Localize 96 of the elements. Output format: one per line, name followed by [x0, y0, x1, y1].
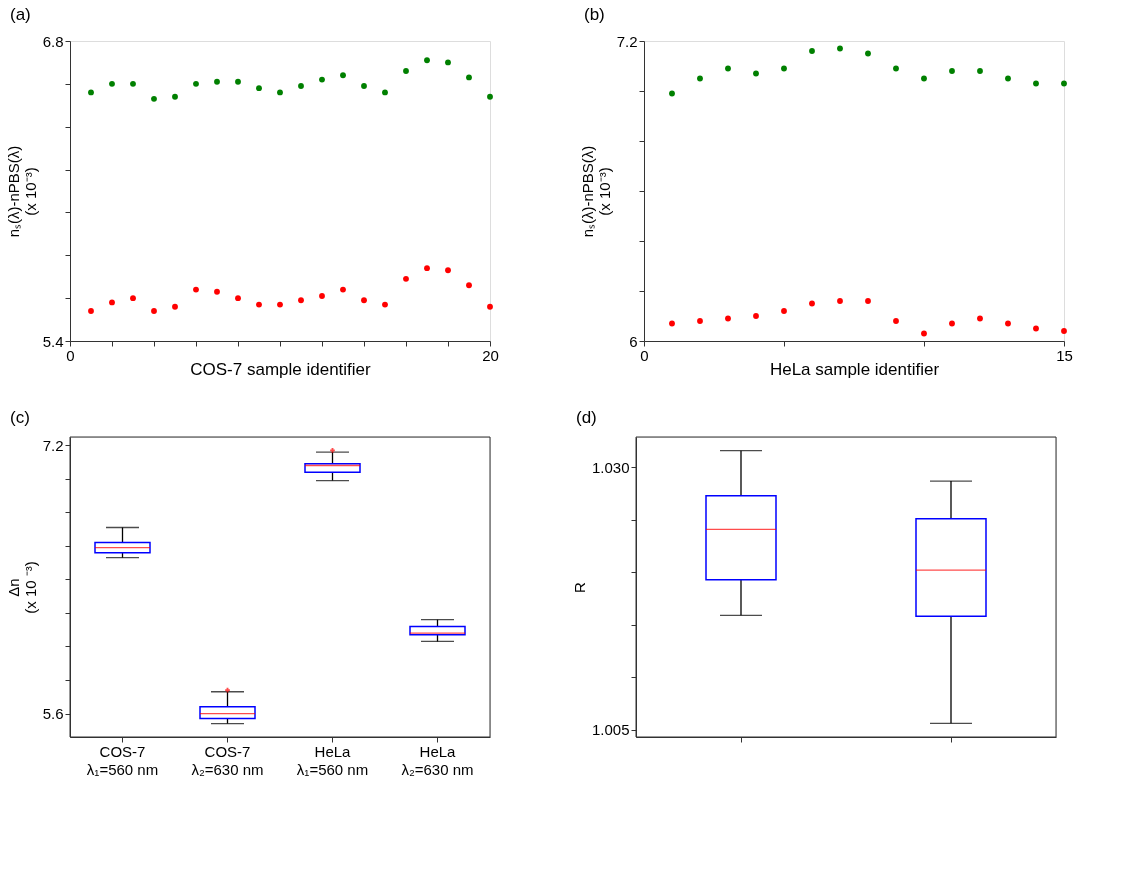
point: [256, 301, 262, 308]
point: [130, 80, 136, 87]
chart-title: (d): [576, 407, 597, 427]
point: [466, 282, 472, 289]
point: [669, 90, 675, 97]
point: [277, 89, 283, 96]
point: [403, 68, 409, 74]
point: [893, 65, 899, 72]
point: [319, 293, 325, 299]
x-tick-label: 15: [1056, 346, 1073, 364]
y-axis-title: R: [570, 581, 588, 593]
point: [1061, 80, 1067, 87]
x-tick-label: 0: [640, 346, 649, 364]
y-axis-title: nₛ(λ)-nPBS(λ) (x 10⁻³): [4, 145, 39, 238]
x-axis-title: HeLa sample identifier: [769, 359, 940, 379]
point: [781, 308, 787, 314]
point: [949, 68, 955, 74]
x-tick-label: COS-7 λ₂=630 nm: [191, 742, 264, 778]
y-tick-label: 6: [629, 332, 638, 350]
point: [809, 48, 815, 54]
point: [977, 68, 983, 74]
point: [753, 70, 759, 77]
point: [172, 303, 178, 310]
point: [809, 300, 815, 307]
point: [424, 57, 430, 64]
point: [697, 75, 703, 82]
point: [298, 83, 304, 89]
chart-title: (b): [584, 5, 605, 24]
point: [697, 318, 703, 324]
point: [466, 74, 472, 81]
point: [109, 299, 115, 306]
y-axis-title: Δn (x 10 ⁻³): [4, 561, 39, 614]
point: [361, 83, 367, 89]
point: [109, 80, 115, 87]
x-tick-label: 0: [66, 346, 75, 364]
y-tick-label: 5.6: [42, 705, 64, 723]
y-tick-label: 7.2: [616, 32, 638, 50]
point: [445, 59, 451, 66]
point: [214, 78, 220, 85]
point: [753, 313, 759, 319]
x-tick-label: 20: [482, 346, 499, 364]
point: [1061, 328, 1067, 334]
x-tick-label: COS-7 λ₁=560 nm: [86, 742, 159, 778]
point: [172, 93, 178, 100]
point: [235, 295, 241, 302]
chart-title: (c): [10, 407, 30, 427]
point: [382, 89, 388, 96]
point: [298, 297, 304, 304]
point: [949, 320, 955, 327]
y-axis-title: nₛ(λ)-nPBS(λ) (x 10⁻³): [578, 145, 613, 238]
point: [214, 288, 220, 295]
point: [340, 72, 346, 79]
point: [151, 308, 157, 314]
point: [1005, 75, 1011, 82]
point: [977, 315, 983, 322]
point: [781, 65, 787, 72]
point: [235, 78, 241, 85]
point: [88, 89, 94, 96]
point: [921, 75, 927, 82]
point: [193, 80, 199, 87]
point: [487, 303, 493, 310]
point: [319, 76, 325, 83]
point: [277, 301, 283, 308]
y-tick-label: 5.4: [42, 332, 64, 350]
chart-title: (a): [10, 5, 31, 24]
y-tick-label: 7.2: [42, 436, 64, 454]
point: [487, 93, 493, 100]
point: [725, 315, 731, 322]
point: [1033, 325, 1039, 332]
point: [1033, 80, 1039, 87]
x-tick-label: HeLa λ₂=630 nm: [401, 742, 474, 778]
point: [921, 330, 927, 337]
point: [340, 286, 346, 293]
point: [130, 295, 136, 302]
point: [193, 286, 199, 293]
x-tick-label: HeLa λ₁=560 nm: [296, 742, 369, 778]
point: [424, 265, 430, 272]
point: [725, 65, 731, 72]
point: [837, 298, 843, 304]
y-tick-label: 1.005: [591, 721, 630, 739]
point: [837, 45, 843, 52]
point: [893, 318, 899, 324]
point: [445, 267, 451, 274]
point: [361, 297, 367, 304]
y-tick-label: 6.8: [42, 32, 64, 50]
x-axis-title: COS-7 sample identifier: [190, 359, 372, 379]
point: [151, 95, 157, 102]
point: [865, 298, 871, 304]
point: [865, 50, 871, 57]
point: [669, 320, 675, 327]
y-tick-label: 1.030: [591, 458, 630, 476]
point: [88, 308, 94, 314]
point: [256, 85, 262, 92]
point: [1005, 320, 1011, 327]
point: [382, 301, 388, 308]
point: [403, 275, 409, 282]
